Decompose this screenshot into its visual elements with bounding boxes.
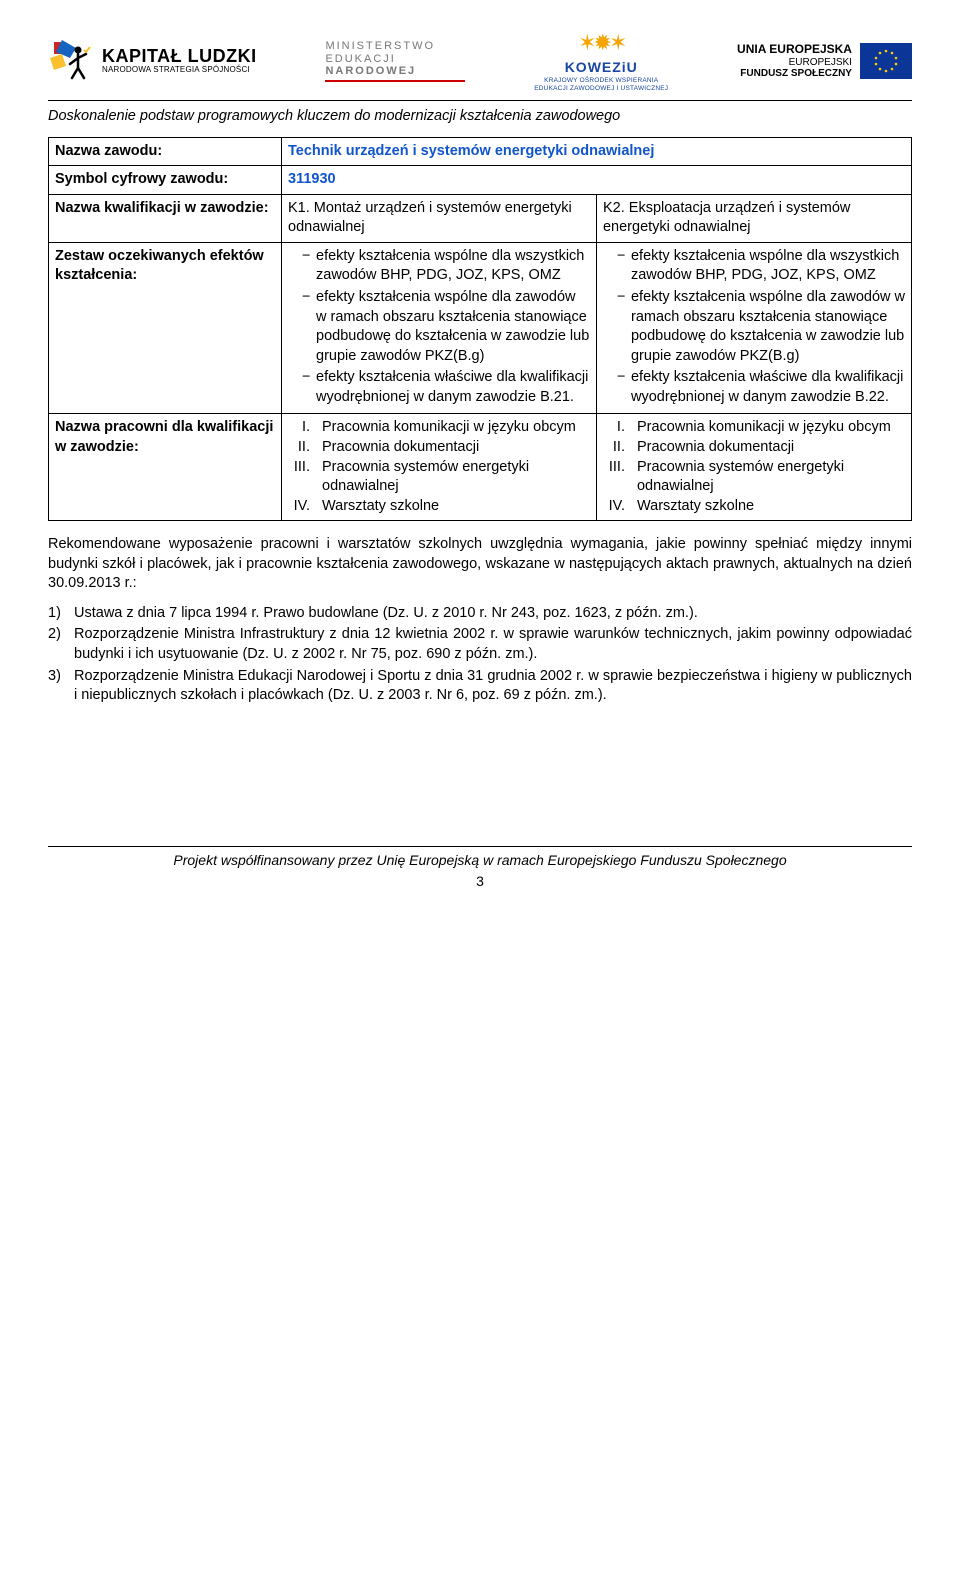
efekty-k2-cell: efekty kształcenia wspólne dla wszystkic… bbox=[596, 242, 911, 414]
nazwa-zawodu-value: Technik urządzeń i systemów energetyki o… bbox=[282, 137, 912, 166]
eu-flag-icon bbox=[860, 43, 912, 79]
ref-number: 1) bbox=[48, 604, 74, 624]
footer-rule bbox=[48, 846, 912, 847]
kapital-ludzki-icon bbox=[48, 40, 96, 82]
row-label-pracownia: Nazwa pracowni dla kwalifikacji w zawodz… bbox=[49, 414, 282, 521]
roman-numeral: II. bbox=[288, 438, 322, 458]
koweziu-hands-icon: ✶✹✶ bbox=[534, 28, 668, 58]
efekty-k2-list: efekty kształcenia wspólne dla wszystkic… bbox=[603, 247, 905, 408]
kwalifikacja-k1: K1. Montaż urządzeń i systemów energetyk… bbox=[282, 194, 597, 242]
page-number: 3 bbox=[48, 872, 912, 891]
document-page: KAPITAŁ LUDZKI NARODOWA STRATEGIA SPÓJNO… bbox=[0, 0, 960, 911]
efekty-k1-cell: efekty kształcenia wspólne dla wszystkic… bbox=[282, 242, 597, 414]
logo-koweziu: ✶✹✶ KOWEZiU KRAJOWY OŚRODEK WSPIERANIA E… bbox=[534, 28, 668, 94]
table-row: Nazwa pracowni dla kwalifikacji w zawodz… bbox=[49, 414, 912, 521]
list-item-text: Warsztaty szkolne bbox=[322, 497, 590, 517]
eu-stars-icon bbox=[861, 44, 911, 78]
list-item-text: Pracownia komunikacji w języku obcym bbox=[322, 418, 590, 438]
pracownia-k1-list: I.Pracownia komunikacji w języku obcym I… bbox=[288, 418, 590, 516]
koweziu-sub2: EDUKACJI ZAWODOWEJ I USTAWICZNEJ bbox=[534, 85, 668, 94]
list-item: I.Pracownia komunikacji w języku obcym bbox=[288, 418, 590, 438]
row-label-symbol: Symbol cyfrowy zawodu: bbox=[49, 166, 282, 195]
header-rule bbox=[48, 100, 912, 101]
list-item: II.Pracownia dokumentacji bbox=[288, 438, 590, 458]
eu-line1: UNIA EUROPEJSKA bbox=[737, 43, 852, 56]
ref-number: 2) bbox=[48, 625, 74, 664]
page-subtitle: Doskonalenie podstaw programowych klucze… bbox=[48, 107, 912, 127]
list-item: efekty kształcenia wspólne dla zawodów w… bbox=[617, 288, 905, 366]
list-item: efekty kształcenia wspólne dla wszystkic… bbox=[302, 247, 590, 286]
list-item-text: Warsztaty szkolne bbox=[637, 497, 905, 517]
men-line1: MINISTERSTWO bbox=[325, 40, 465, 52]
list-item-text: Pracownia systemów energetyki odnawialne… bbox=[637, 458, 905, 497]
eu-text: UNIA EUROPEJSKA EUROPEJSKI FUNDUSZ SPOŁE… bbox=[737, 43, 852, 78]
ref-text: Rozporządzenie Ministra Edukacji Narodow… bbox=[74, 667, 912, 706]
roman-numeral: IV. bbox=[288, 497, 322, 517]
references-list: 1)Ustawa z dnia 7 lipca 1994 r. Prawo bu… bbox=[48, 604, 912, 706]
efekty-k1-list: efekty kształcenia wspólne dla wszystkic… bbox=[288, 247, 590, 408]
logo-eu: UNIA EUROPEJSKA EUROPEJSKI FUNDUSZ SPOŁE… bbox=[737, 43, 912, 79]
table-row: Zestaw oczekiwanych efektów kształcenia:… bbox=[49, 242, 912, 414]
list-item-text: Pracownia dokumentacji bbox=[322, 438, 590, 458]
eu-line2: EUROPEJSKI bbox=[737, 57, 852, 68]
roman-numeral: III. bbox=[288, 458, 322, 497]
men-underline-icon bbox=[325, 80, 465, 82]
list-item: 3)Rozporządzenie Ministra Edukacji Narod… bbox=[48, 667, 912, 706]
list-item-text: Pracownia komunikacji w języku obcym bbox=[637, 418, 905, 438]
kl-title: KAPITAŁ LUDZKI bbox=[102, 47, 257, 66]
men-line2: EDUKACJI bbox=[325, 53, 465, 65]
table-row: Nazwa kwalifikacji w zawodzie: K1. Monta… bbox=[49, 194, 912, 242]
list-item: efekty kształcenia właściwe dla kwalifik… bbox=[617, 368, 905, 407]
list-item: efekty kształcenia wspólne dla wszystkic… bbox=[617, 247, 905, 286]
roman-numeral: I. bbox=[288, 418, 322, 438]
page-footer: Projekt współfinansowany przez Unię Euro… bbox=[48, 846, 912, 891]
kapital-ludzki-text: KAPITAŁ LUDZKI NARODOWA STRATEGIA SPÓJNO… bbox=[102, 47, 257, 74]
list-item-text: Pracownia dokumentacji bbox=[637, 438, 905, 458]
list-item: IV.Warsztaty szkolne bbox=[288, 497, 590, 517]
table-row: Symbol cyfrowy zawodu: 311930 bbox=[49, 166, 912, 195]
kwalifikacja-k2: K2. Eksploatacja urządzeń i systemów ene… bbox=[596, 194, 911, 242]
row-label-kwalifikacja: Nazwa kwalifikacji w zawodzie: bbox=[49, 194, 282, 242]
qualification-table: Nazwa zawodu: Technik urządzeń i systemó… bbox=[48, 137, 912, 522]
logo-kapital-ludzki: KAPITAŁ LUDZKI NARODOWA STRATEGIA SPÓJNO… bbox=[48, 40, 257, 82]
pracownia-k2-cell: I.Pracownia komunikacji w języku obcym I… bbox=[596, 414, 911, 521]
men-line3: NARODOWEJ bbox=[325, 65, 465, 77]
list-item: III.Pracownia systemów energetyki odnawi… bbox=[288, 458, 590, 497]
koweziu-name: KOWEZiU bbox=[534, 58, 668, 77]
ref-text: Rozporządzenie Ministra Infrastruktury z… bbox=[74, 625, 912, 664]
row-label-efekty: Zestaw oczekiwanych efektów kształcenia: bbox=[49, 242, 282, 414]
eu-line3: FUNDUSZ SPOŁECZNY bbox=[737, 68, 852, 79]
kl-subtitle: NARODOWA STRATEGIA SPÓJNOŚCI bbox=[102, 66, 257, 74]
symbol-value: 311930 bbox=[282, 166, 912, 195]
ref-text: Ustawa z dnia 7 lipca 1994 r. Prawo budo… bbox=[74, 604, 912, 624]
list-item-text: Pracownia systemów energetyki odnawialne… bbox=[322, 458, 590, 497]
list-item: I.Pracownia komunikacji w języku obcym bbox=[603, 418, 905, 438]
ref-number: 3) bbox=[48, 667, 74, 706]
list-item: 2)Rozporządzenie Ministra Infrastruktury… bbox=[48, 625, 912, 664]
list-item: 1)Ustawa z dnia 7 lipca 1994 r. Prawo bu… bbox=[48, 604, 912, 624]
list-item: III.Pracownia systemów energetyki odnawi… bbox=[603, 458, 905, 497]
koweziu-sub1: KRAJOWY OŚRODEK WSPIERANIA bbox=[534, 77, 668, 86]
list-item: efekty kształcenia wspólne dla zawodów w… bbox=[302, 288, 590, 366]
row-label-nazwa-zawodu: Nazwa zawodu: bbox=[49, 137, 282, 166]
body-text: Rekomendowane wyposażenie pracowni i war… bbox=[48, 535, 912, 706]
footer-text: Projekt współfinansowany przez Unię Euro… bbox=[48, 851, 912, 870]
list-item: II.Pracownia dokumentacji bbox=[603, 438, 905, 458]
roman-numeral: III. bbox=[603, 458, 637, 497]
table-row: Nazwa zawodu: Technik urządzeń i systemó… bbox=[49, 137, 912, 166]
logo-row: KAPITAŁ LUDZKI NARODOWA STRATEGIA SPÓJNO… bbox=[48, 28, 912, 94]
logo-men: MINISTERSTWO EDUKACJI NARODOWEJ bbox=[325, 40, 465, 81]
roman-numeral: IV. bbox=[603, 497, 637, 517]
roman-numeral: I. bbox=[603, 418, 637, 438]
list-item: IV.Warsztaty szkolne bbox=[603, 497, 905, 517]
list-item: efekty kształcenia właściwe dla kwalifik… bbox=[302, 368, 590, 407]
pracownia-k1-cell: I.Pracownia komunikacji w języku obcym I… bbox=[282, 414, 597, 521]
roman-numeral: II. bbox=[603, 438, 637, 458]
paragraph: Rekomendowane wyposażenie pracowni i war… bbox=[48, 535, 912, 594]
pracownia-k2-list: I.Pracownia komunikacji w języku obcym I… bbox=[603, 418, 905, 516]
